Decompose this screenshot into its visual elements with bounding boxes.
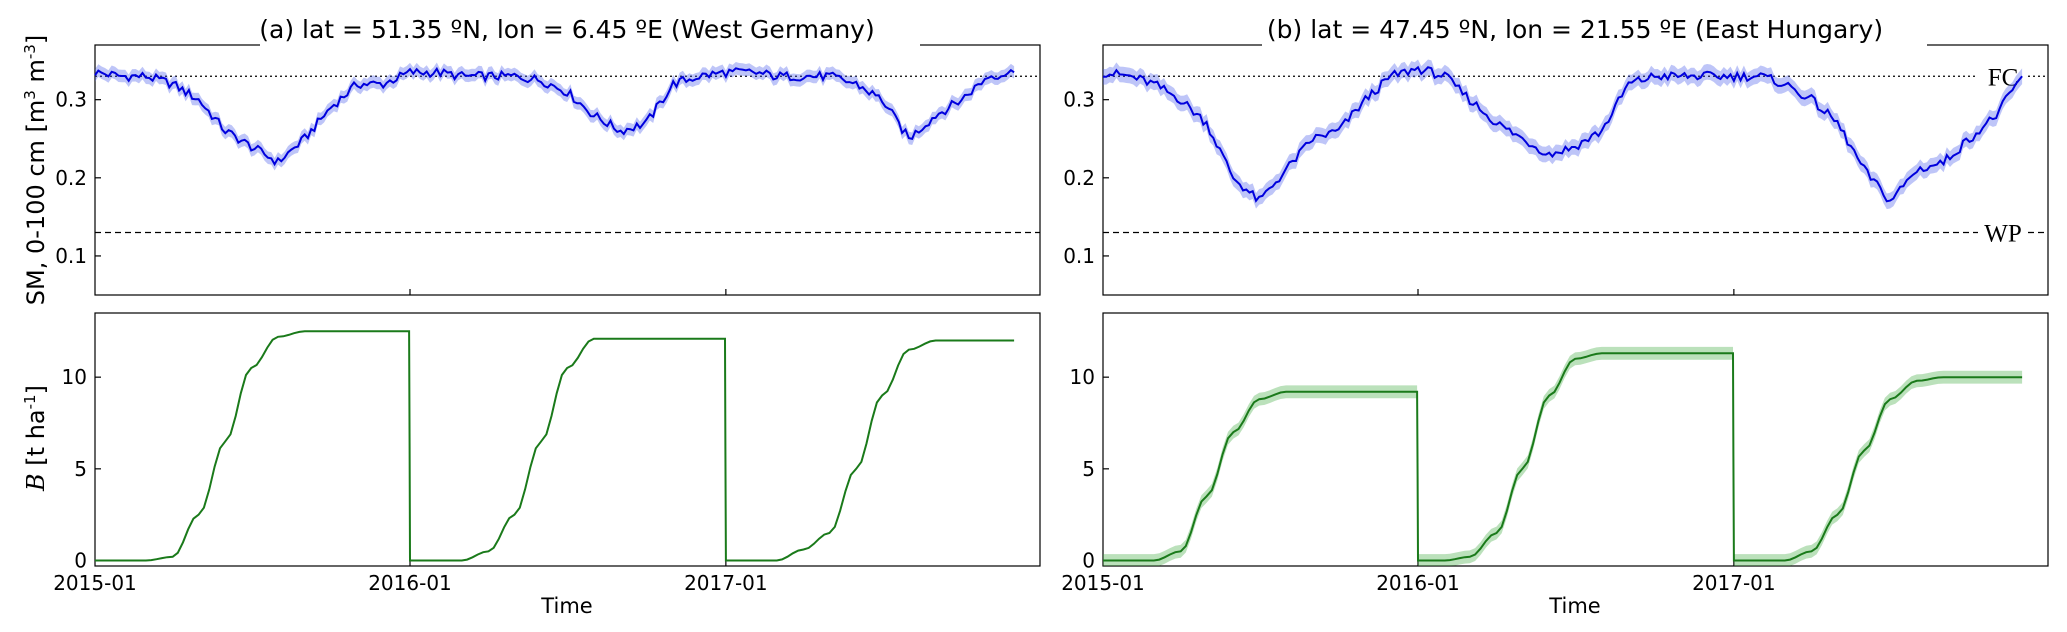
panel-b-b: 0 5 10 2015-01 2016-01 2017-01 xyxy=(1061,346,2023,595)
panel-a-title-bg xyxy=(260,14,920,46)
x-tick-label: 2017-01 xyxy=(1692,571,1776,595)
series-line xyxy=(95,330,1015,562)
series-line xyxy=(1103,65,2023,203)
panel-a-sm-frame xyxy=(94,44,1041,296)
panel-b-title-bg xyxy=(1262,14,1927,46)
panel-a-b-frame xyxy=(94,312,1041,567)
panel-b-sm-frame xyxy=(1102,44,2049,296)
y-tick-label: 0.2 xyxy=(55,166,87,190)
panel-a-b: 0 5 10 2015-01 2016-01 2017-01 xyxy=(53,330,1015,595)
series-line xyxy=(1103,352,2023,562)
x-tick-label: 2015-01 xyxy=(1061,571,1145,595)
y-axis-label-b: B [t ha-1] xyxy=(21,385,50,492)
x-axis-label-b: Time xyxy=(1548,594,1600,618)
y-tick-label: 0.3 xyxy=(55,88,87,112)
panel-b-title: (b) lat = 47.45 ºN, lon = 21.55 ºE (East… xyxy=(1267,15,1883,44)
y-tick-label: 0.3 xyxy=(1063,88,1095,112)
y-tick-label: 5 xyxy=(74,457,87,481)
reference-label-wp: WP xyxy=(1984,221,2022,248)
y-tick-label: 0.2 xyxy=(1063,166,1095,190)
y-tick-label: 0.1 xyxy=(55,244,87,268)
y-tick-label: 0.1 xyxy=(1063,244,1095,268)
panel-a-sm: 0.1 0.2 0.3 xyxy=(55,62,1040,295)
x-tick-label: 2015-01 xyxy=(53,571,137,595)
y-tick-label: 10 xyxy=(62,365,87,389)
y-axis-label-sm: SM, 0-100 cm [m3 m-3] xyxy=(21,35,50,305)
x-tick-label: 2016-01 xyxy=(368,571,452,595)
panel-b-b-frame xyxy=(1102,312,2049,567)
series-band xyxy=(1103,346,2023,566)
series-band xyxy=(95,62,1015,171)
y-tick-label: 5 xyxy=(1082,457,1095,481)
y-tick-label: 0 xyxy=(74,549,87,573)
x-tick-label: 2017-01 xyxy=(684,571,768,595)
y-tick-label: 0 xyxy=(1082,549,1095,573)
panel-a-title: (a) lat = 51.35 ºN, lon = 6.45 ºE (West … xyxy=(259,15,874,44)
x-axis-label-a: Time xyxy=(540,594,592,618)
x-tick-label: 2016-01 xyxy=(1376,571,1460,595)
series-line xyxy=(94,66,1015,167)
y-tick-label: 10 xyxy=(1070,365,1095,389)
